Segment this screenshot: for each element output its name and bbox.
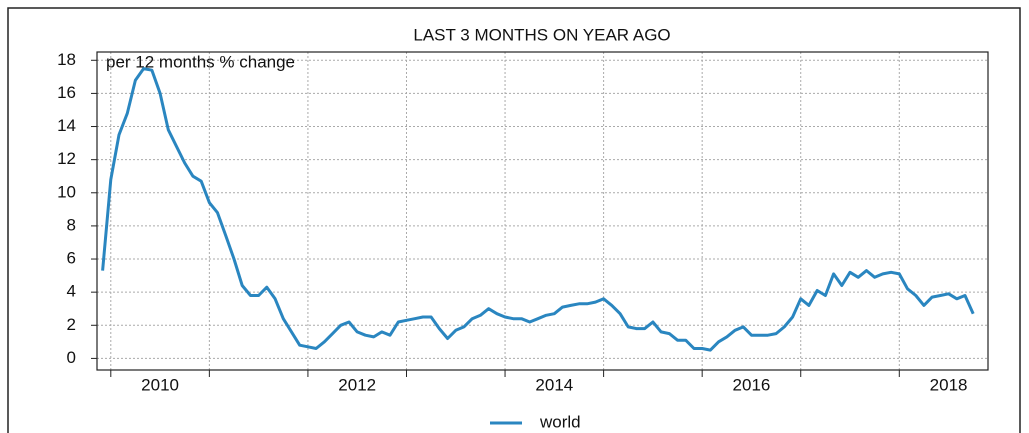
x-tick-label: 2014 [535,375,573,394]
y-tick-label: 0 [67,348,76,367]
y-tick-label: 12 [57,149,76,168]
y-tick-label: 2 [67,315,76,334]
x-tick-label: 2012 [338,375,376,394]
y-tick-label: 10 [57,182,76,201]
legend-label: world [539,412,581,431]
y-tick-label: 18 [57,50,76,69]
x-tick-label: 2010 [141,375,179,394]
y-tick-label: 8 [67,215,76,234]
y-tick-label: 16 [57,83,76,102]
y-tick-label: 14 [57,116,76,135]
x-tick-label: 2016 [733,375,771,394]
chart-title: LAST 3 MONTHS ON YEAR AGO [413,25,670,44]
x-tick-label: 2018 [930,375,968,394]
y-axis-label: per 12 months % change [106,52,295,71]
y-tick-label: 6 [67,249,76,268]
plot-frame [96,51,989,371]
data-line [101,67,975,352]
outer-border [7,7,1021,433]
y-tick-label: 4 [67,282,76,301]
